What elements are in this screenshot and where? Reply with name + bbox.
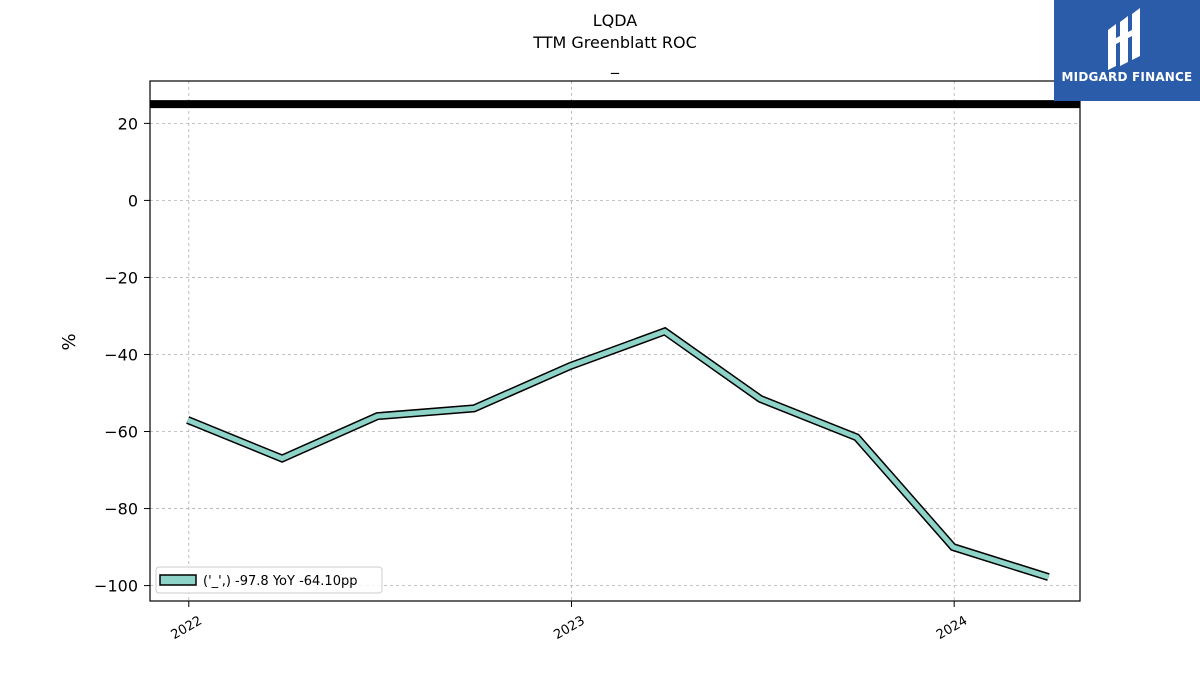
brand-logo: MIDGARD FINANCE	[1054, 0, 1200, 101]
grid	[150, 81, 1080, 601]
x-axis: 2022 2023 2024	[169, 601, 970, 643]
data-point	[569, 365, 571, 367]
chart-title: LQDA TTM Greenblatt ROC _	[532, 11, 697, 75]
x-tick-label: 2023	[551, 613, 587, 643]
plot-area-frame	[149, 80, 1081, 602]
series-line	[186, 328, 1050, 580]
y-axis: 20 0 −20 −40 −60 −80 −100	[94, 114, 150, 596]
data-point	[377, 415, 379, 417]
series-lines	[186, 326, 1050, 581]
data-point	[473, 407, 475, 409]
data-point	[664, 330, 666, 332]
chart-title-subtitle: _	[610, 55, 620, 75]
logo-text: MIDGARD FINANCE	[1061, 70, 1193, 84]
logo-mark-icon	[1108, 8, 1140, 70]
chart-title-metric: TTM Greenblatt ROC	[532, 33, 697, 52]
y-tick-label: −40	[104, 345, 138, 364]
y-tick-label: −80	[104, 500, 138, 519]
data-point	[856, 436, 858, 438]
data-point	[281, 457, 283, 459]
y-tick-label: 0	[128, 191, 138, 210]
legend-entry: ('_',) -97.8 YoY -64.10pp	[203, 574, 357, 589]
legend: ('_',) -97.8 YoY -64.10pp	[155, 566, 383, 594]
x-tick-label: 2022	[169, 613, 205, 643]
y-axis-label: %	[59, 333, 80, 350]
chart-title-ticker: LQDA	[593, 11, 638, 30]
y-tick-label: −100	[94, 577, 138, 596]
series-line-outline	[186, 326, 1050, 581]
data-point	[759, 398, 761, 400]
legend-box	[155, 566, 383, 594]
data-point	[1048, 576, 1050, 578]
x-tick-label: 2024	[934, 613, 970, 643]
y-tick-label: −60	[104, 423, 138, 442]
y-tick-label: −20	[104, 268, 138, 287]
y-tick-label: 20	[118, 114, 138, 133]
legend-swatch	[159, 574, 197, 586]
data-point	[952, 546, 954, 548]
data-point	[187, 419, 189, 421]
